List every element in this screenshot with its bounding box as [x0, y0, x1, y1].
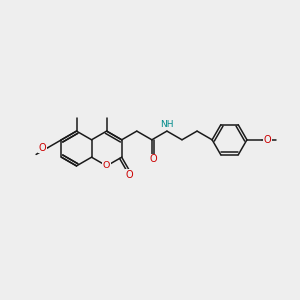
Text: O: O [103, 161, 110, 170]
Text: O: O [149, 154, 157, 164]
Text: O: O [264, 135, 272, 145]
Text: O: O [39, 142, 46, 153]
Text: NH: NH [160, 120, 174, 129]
Text: O: O [126, 170, 134, 180]
